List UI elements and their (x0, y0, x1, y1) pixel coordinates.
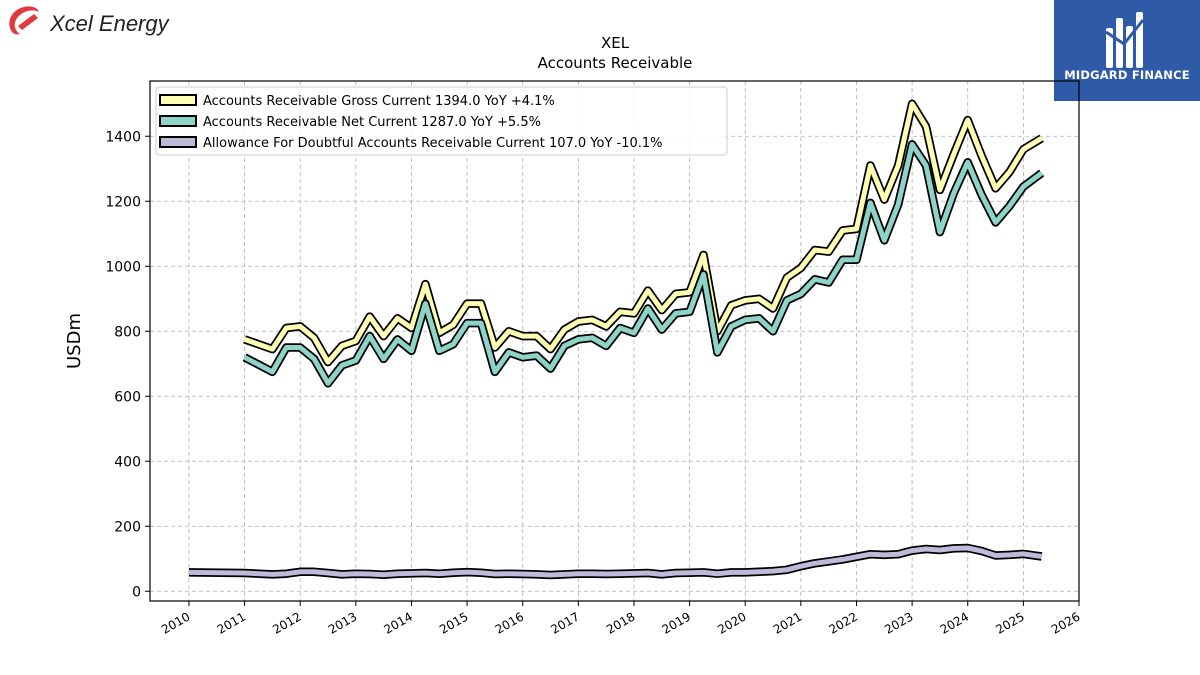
x-tick-label: 2016 (493, 609, 526, 636)
x-tick-label: 2015 (437, 609, 470, 636)
x-tick-label: 2017 (548, 609, 581, 636)
legend-swatch (159, 94, 197, 106)
y-tick-label: 400 (114, 454, 141, 470)
chart-subtitle: Accounts Receivable (538, 54, 693, 72)
y-tick-label: 1400 (105, 129, 141, 145)
midgard-m-icon (1105, 12, 1145, 68)
y-tick-label: 1200 (105, 194, 141, 210)
x-tick-label: 2018 (604, 609, 637, 636)
y-tick-label: 600 (114, 389, 141, 405)
x-axis: 2010 2011 2012 2013 2014 2015 2016 2017 2018 2019… (159, 601, 1083, 637)
legend-swatch (159, 115, 197, 127)
legend-swatch (159, 136, 197, 148)
x-tick-label: 2025 (993, 609, 1026, 636)
x-tick-label: 2021 (771, 609, 804, 636)
x-tick-label: 2026 (1049, 609, 1082, 636)
series-line (243, 141, 1044, 386)
x-tick-label: 2019 (660, 609, 693, 636)
series-line (188, 545, 1043, 578)
publisher-logo-text: MIDGARD FINANCE (1064, 68, 1190, 82)
legend-box (155, 86, 728, 156)
y-tick-label: 1000 (105, 259, 141, 275)
y-axis-label: USDm (64, 313, 85, 369)
series-lines (188, 99, 1045, 580)
x-tick-label: 2024 (938, 609, 971, 636)
y-tick-label: 0 (132, 584, 141, 600)
legend-label: Allowance For Doubtful Accounts Receivab… (203, 136, 663, 151)
series-line (243, 101, 1043, 365)
plot-frame (149, 80, 1080, 602)
x-tick-label: 2023 (882, 609, 915, 636)
chart-title: XEL (601, 34, 630, 52)
x-tick-label: 2011 (215, 609, 248, 636)
y-axis: 0 200 400 600 800 1000 1200 1400 (105, 129, 150, 600)
x-tick-label: 2012 (270, 609, 303, 636)
x-tick-label: 2010 (159, 609, 192, 636)
x-tick-label: 2013 (326, 609, 359, 636)
xcel-swoosh-icon (9, 6, 40, 35)
xcel-energy-logo: Xcel Energy (9, 6, 171, 36)
x-tick-label: 2020 (715, 609, 748, 636)
midgard-finance-logo: MIDGARD FINANCE (1054, 0, 1200, 101)
legend: Accounts Receivable Gross Current 1394.0… (155, 86, 728, 156)
x-tick-label: 2022 (827, 609, 860, 636)
x-tick-label: 2014 (382, 609, 415, 636)
legend-label: Accounts Receivable Net Current 1287.0 Y… (203, 115, 541, 130)
company-logo-text: Xcel Energy (49, 11, 171, 36)
y-tick-label: 200 (114, 519, 141, 535)
legend-label: Accounts Receivable Gross Current 1394.0… (203, 94, 555, 109)
y-tick-label: 800 (114, 324, 141, 340)
